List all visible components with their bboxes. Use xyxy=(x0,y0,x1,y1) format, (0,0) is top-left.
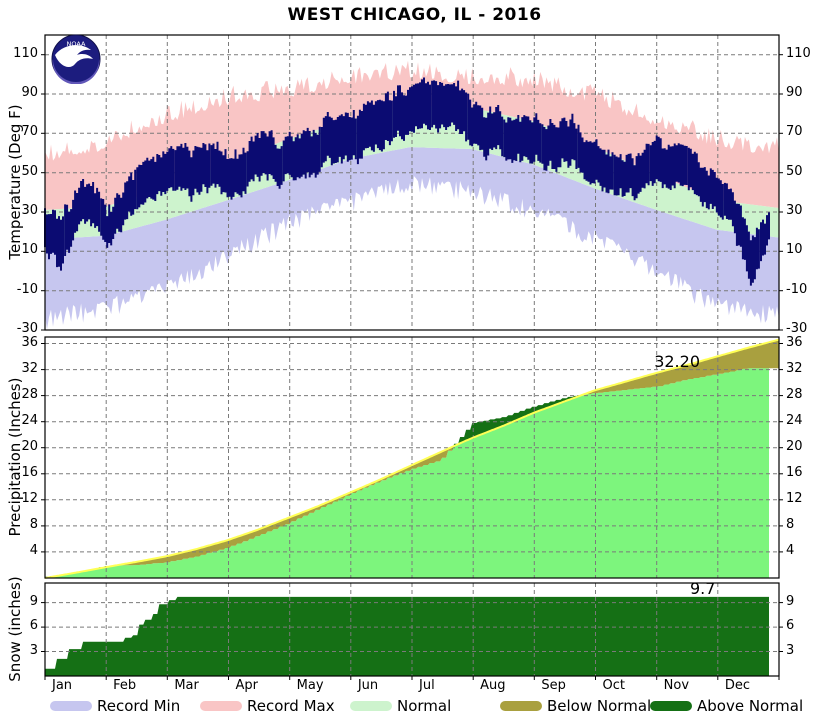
legend-item-above-normal: Above Normal xyxy=(650,697,803,715)
month-label-may: May xyxy=(296,678,324,693)
legend-swatch-icon xyxy=(500,701,542,711)
month-label-jun: Jun xyxy=(357,678,379,693)
month-label-nov: Nov xyxy=(663,678,690,693)
prec-ytick-label-left: 28 xyxy=(21,386,38,402)
prec-ytick-label-left: 24 xyxy=(21,412,38,428)
temp-ytick-label-left: 90 xyxy=(21,85,38,100)
legend-item-below-normal: Below Normal xyxy=(500,697,651,715)
temp-ytick-label-right: 10 xyxy=(786,242,803,258)
prec-ytick-label-right: 16 xyxy=(786,464,803,480)
legend-label: Record Min xyxy=(97,697,181,715)
temp-ytick-label-right: 70 xyxy=(786,124,803,140)
snow-ytick-label-right: 3 xyxy=(786,642,795,658)
month-label-mar: Mar xyxy=(174,678,199,693)
temp-ytick-label-left: 70 xyxy=(21,124,38,140)
legend-item-record-min: Record Min xyxy=(50,697,180,715)
temp-ytick-label-left: 30 xyxy=(21,203,38,218)
prec-ytick-label-left: 8 xyxy=(29,516,38,532)
month-label-apr: Apr xyxy=(235,678,259,693)
month-label-dec: Dec xyxy=(724,678,750,693)
month-label-oct: Oct xyxy=(602,678,625,693)
temp-ytick-label-left: -30 xyxy=(16,321,38,336)
prec-ytick-label-left: 32 xyxy=(21,360,38,376)
temp-ytick-label-left: 10 xyxy=(21,242,38,258)
temp-ytick-label-right: -10 xyxy=(786,281,808,297)
legend-label: Below Normal xyxy=(547,697,652,715)
legend-item-normal: Normal xyxy=(350,697,451,715)
legend-label: Normal xyxy=(397,697,452,715)
legend-swatch-icon xyxy=(50,701,92,711)
month-label-jan: Jan xyxy=(52,678,73,693)
prec-ytick-label-right: 24 xyxy=(786,412,803,428)
prec-ytick-label-right: 36 xyxy=(786,334,803,350)
snow-total-annotation: 9.7 xyxy=(690,579,716,598)
precip-total-annotation: 32.20 xyxy=(654,352,700,371)
legend-label: Record Max xyxy=(247,697,335,715)
month-label-feb: Feb xyxy=(113,678,137,693)
temp-ytick-label-right: 50 xyxy=(786,163,803,179)
temp-ytick-label-right: -30 xyxy=(786,321,808,336)
noaa-logo-text: NOAA xyxy=(67,40,86,48)
legend-label: Above Normal xyxy=(697,697,804,715)
prec-ytick-label-left: 16 xyxy=(21,464,38,480)
temp-ytick-label-right: 110 xyxy=(786,45,811,61)
month-label-sep: Sep xyxy=(541,678,566,693)
prec-ytick-label-left: 36 xyxy=(21,334,38,350)
temp-ytick-label-right: 30 xyxy=(786,203,803,218)
temp-ytick-label-right: 90 xyxy=(786,85,803,100)
month-label-aug: Aug xyxy=(480,678,506,693)
legend-item-record-max: Record Max xyxy=(200,697,335,715)
prec-ytick-label-left: 20 xyxy=(21,438,38,454)
snow-ytick-label-left: 3 xyxy=(29,642,38,658)
prec-ytick-label-right: 4 xyxy=(786,542,795,558)
temp-ytick-label-left: 50 xyxy=(21,163,38,179)
prec-ytick-label-right: 32 xyxy=(786,360,803,376)
temp-ytick-label-left: 110 xyxy=(13,45,38,61)
snow-ytick-label-right: 6 xyxy=(786,618,795,634)
legend-swatch-icon xyxy=(200,701,242,711)
snow-ytick-label-left: 6 xyxy=(29,618,38,634)
page-title: WEST CHICAGO, IL - 2016 xyxy=(287,5,542,25)
snow-ytick-label-left: 9 xyxy=(29,593,38,609)
legend-swatch-icon xyxy=(650,701,692,711)
noaa-logo-icon: NOAA xyxy=(51,34,101,84)
legend-swatch-icon xyxy=(350,701,392,711)
prec-ytick-label-right: 28 xyxy=(786,386,803,402)
prec-ytick-label-right: 20 xyxy=(786,438,803,454)
prec-ytick-label-left: 4 xyxy=(29,542,38,558)
prec-ytick-label-right: 12 xyxy=(786,490,803,506)
prec-ytick-label-right: 8 xyxy=(786,516,795,532)
snow-ytick-label-right: 9 xyxy=(786,593,795,609)
month-label-jul: Jul xyxy=(419,678,435,693)
prec-ytick-label-left: 12 xyxy=(21,490,38,506)
temp-ytick-label-left: -10 xyxy=(16,281,38,297)
